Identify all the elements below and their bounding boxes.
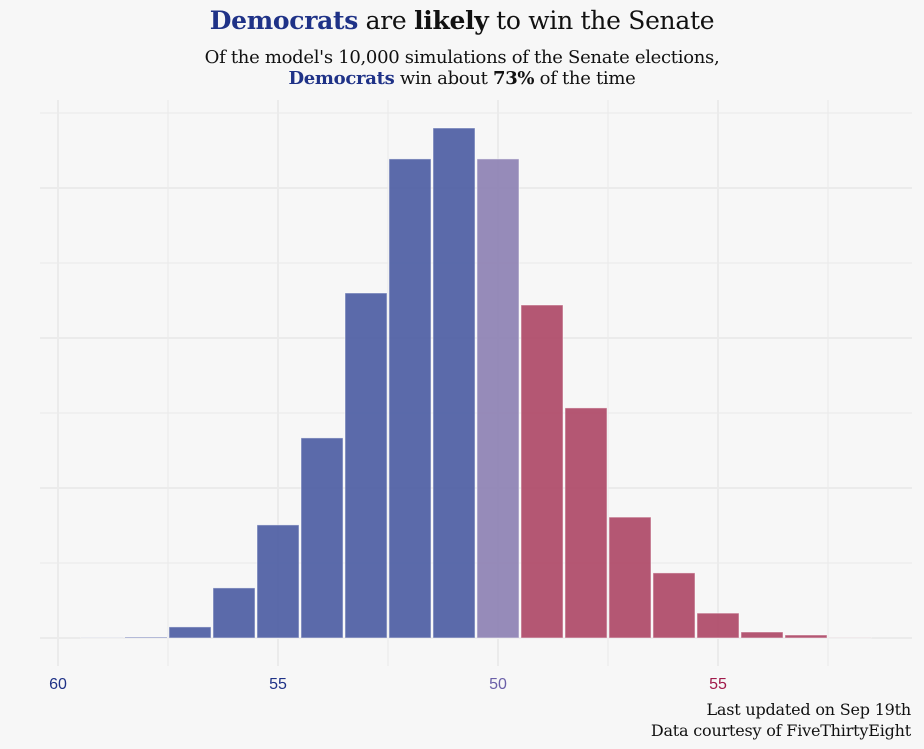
bar-seats-45 — [696, 612, 740, 639]
title-mid: are — [358, 6, 415, 35]
bar-seats-44 — [740, 631, 784, 639]
bar-seats-58 — [124, 636, 168, 639]
title-party: Democrats — [209, 6, 359, 35]
chart-title: Democrats are likely to win the Senate — [0, 6, 924, 35]
bar-seats-56 — [212, 587, 256, 639]
bar-seats-50 — [476, 158, 520, 639]
bar-seats-53 — [344, 292, 388, 639]
x-axis-tick-labels: 60 55 50 55 — [49, 676, 727, 693]
title-end: to win the Senate — [488, 6, 715, 35]
data-source: Data courtesy of FiveThirtyEight — [650, 721, 911, 740]
subtitle-party: Democrats — [288, 68, 395, 89]
bar-seats-51 — [432, 127, 476, 639]
bar-seats-48 — [564, 407, 608, 639]
bar-seats-59 — [80, 637, 124, 639]
title-emphasis: likely — [414, 6, 489, 35]
subtitle-end: of the time — [534, 68, 636, 89]
subtitle-mid: win about — [394, 68, 493, 89]
x-tick-label: 55 — [269, 676, 287, 693]
subtitle-percent: 73% — [492, 68, 535, 89]
x-tick-label: 55 — [709, 676, 727, 693]
bar-seats-46 — [652, 572, 696, 639]
bar-seats-47 — [608, 516, 652, 639]
chart-subtitle: Of the model's 10,000 simulations of the… — [0, 47, 924, 89]
caption: Last updated on Sep 19th Data courtesy o… — [651, 699, 911, 741]
subtitle-line-2: Democrats win about 73% of the time — [0, 68, 924, 89]
bars — [80, 127, 872, 639]
bar-seats-52 — [388, 158, 432, 639]
last-updated: Last updated on Sep 19th — [706, 700, 911, 719]
subtitle-line-1: Of the model's 10,000 simulations of the… — [204, 47, 720, 68]
x-tick-label: 50 — [489, 676, 507, 693]
bar-seats-43 — [784, 634, 828, 639]
bar-seats-54 — [300, 437, 344, 639]
bar-seats-42 — [828, 637, 872, 639]
bar-seats-49 — [520, 304, 564, 639]
bar-seats-55 — [256, 524, 300, 639]
grid-lines — [40, 100, 912, 666]
bar-seats-57 — [168, 626, 212, 639]
x-tick-label: 60 — [49, 676, 67, 693]
